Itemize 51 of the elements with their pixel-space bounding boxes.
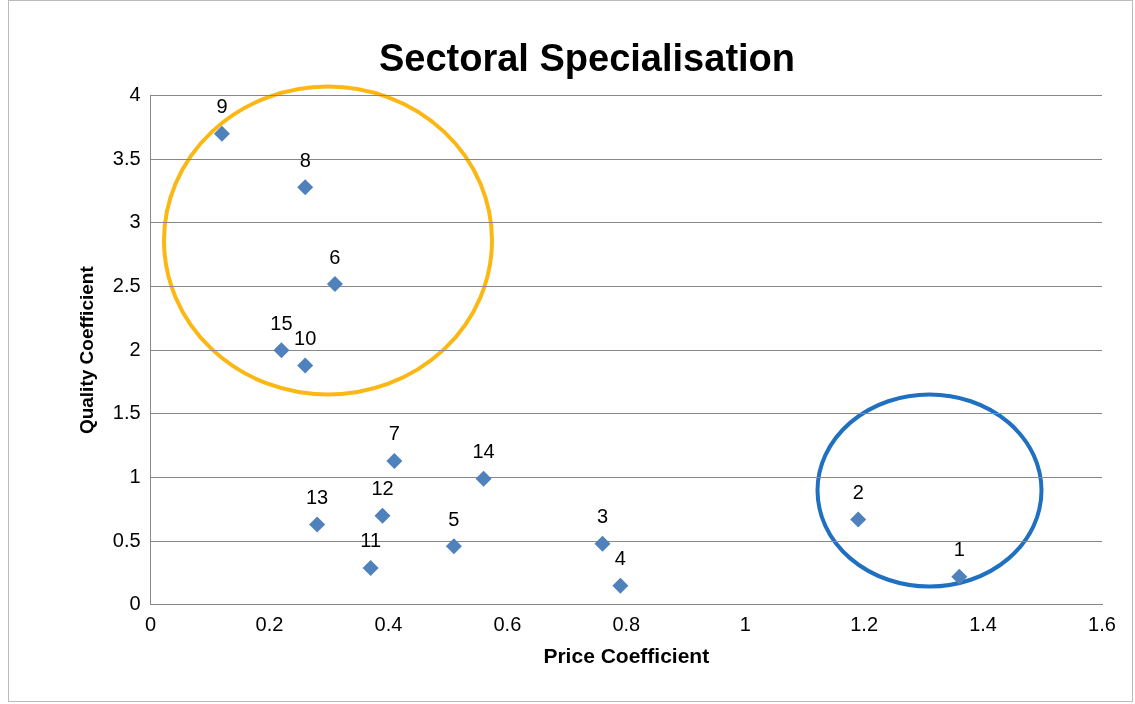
- annotation: 9: [216, 95, 228, 118]
- annotation: 14: [472, 440, 495, 463]
- x-axis-title: Price Coefficient: [543, 644, 710, 668]
- y-tick-label: 3: [129, 210, 141, 233]
- x-tick-label: 1.6: [1088, 613, 1116, 636]
- y-tick-label: 1.5: [112, 401, 141, 424]
- point: [297, 357, 314, 374]
- x-tick-label: 0.6: [493, 613, 522, 636]
- x-tick-label: 0.2: [255, 613, 284, 636]
- x-tick-label: 1.4: [969, 613, 997, 636]
- annotation: 6: [329, 245, 341, 268]
- point: [362, 559, 379, 576]
- y-tick-label: 4: [129, 83, 141, 106]
- y-tick-label: 2: [129, 337, 141, 360]
- point: [386, 452, 403, 469]
- y-tick-label: 0.5: [112, 528, 141, 551]
- annotation: 7: [388, 422, 400, 445]
- x-tick-label: 1.2: [850, 613, 879, 636]
- annotation: 3: [596, 505, 609, 528]
- point: [309, 516, 326, 533]
- annotation: 13: [305, 486, 329, 509]
- y-axis-title: Quality Coefficient: [75, 265, 97, 435]
- x-tick-label: 0.8: [612, 613, 641, 636]
- point: [326, 276, 343, 292]
- y-tick-label: 1: [129, 465, 141, 488]
- annotation: 15: [270, 311, 293, 334]
- point: [374, 507, 391, 524]
- annotation: 11: [360, 529, 381, 552]
- point: [297, 179, 314, 196]
- point: [445, 538, 462, 555]
- x-tick-label: 0.4: [374, 613, 403, 636]
- x-tick-label: 0: [145, 613, 157, 636]
- annotation: 2: [852, 481, 864, 504]
- point: [612, 577, 629, 594]
- point: [475, 470, 492, 487]
- annotation: 10: [294, 326, 317, 349]
- annotation: 4: [614, 547, 626, 570]
- annotation: 8: [299, 148, 311, 171]
- point: [213, 125, 230, 142]
- y-tick-label: 0: [129, 592, 141, 615]
- y-tick-label: 2.5: [112, 274, 141, 297]
- y-tick-label: 3.5: [112, 146, 141, 169]
- point: [594, 535, 611, 552]
- annotation: 12: [371, 477, 394, 500]
- point: [951, 568, 968, 585]
- point: [850, 511, 867, 528]
- point: [273, 342, 290, 359]
- chart-title: Sectoral Specialisation: [378, 37, 796, 80]
- annotation: 1: [953, 538, 965, 561]
- annotation: 5: [448, 507, 460, 530]
- x-tick-label: 1: [739, 613, 751, 636]
